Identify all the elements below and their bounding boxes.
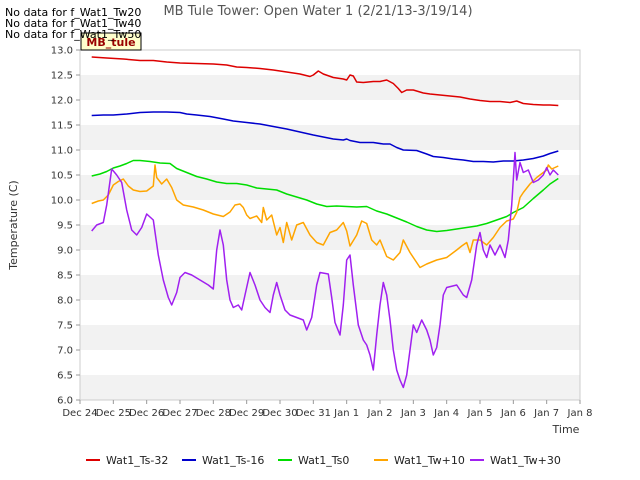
legend-label: Wat1_Ts-16 [202, 454, 265, 467]
no-data-note-3: No data for f_Wat1_Tw50 [5, 28, 142, 41]
legend-swatch [278, 459, 292, 461]
x-tick-label: Jan 5 [467, 408, 493, 419]
y-tick-label: 8.0 [57, 296, 73, 307]
x-tick-label: Dec 27 [162, 408, 197, 419]
series-line-2 [91, 111, 559, 163]
badge-label: MB_tule [86, 36, 135, 49]
grid-band [80, 300, 580, 325]
x-tick-label: Jan 2 [367, 408, 393, 419]
x-tick-label: Dec 30 [262, 408, 297, 419]
x-tick-label: Dec 25 [96, 408, 131, 419]
y-tick-label: 10.5 [51, 171, 73, 182]
x-tick-label: Dec 26 [129, 408, 164, 419]
x-tick-label: Jan 1 [333, 408, 359, 419]
grid-band [80, 200, 580, 225]
series-line-3 [91, 159, 559, 233]
x-tick-label: Jan 3 [400, 408, 426, 419]
y-tick-label: 9.0 [57, 246, 73, 257]
y-tick-label: 6.0 [57, 396, 73, 407]
y-tick-label: 11.0 [51, 146, 73, 157]
legend: Wat1_Ts-32 Wat1_Ts-16 Wat1_Ts0 Wat1_Tw+10 Wa… [0, 454, 640, 468]
legend-item-5: Wat1_Tw+30 [470, 454, 561, 467]
legend-item-1: Wat1_Ts-32 [86, 454, 168, 467]
grid-band [80, 50, 580, 75]
grid-band [80, 375, 580, 400]
series-lines [91, 56, 559, 389]
y-tick-label: 8.5 [57, 271, 73, 282]
x-tick-label: Dec 31 [296, 408, 331, 419]
no-data-note-1: No data for f_Wat1_Tw20 [5, 6, 142, 19]
x-axis-label: Time [552, 423, 580, 436]
legend-swatch [374, 459, 388, 461]
x-tick-label: Dec 28 [196, 408, 231, 419]
series-line-4 [91, 164, 559, 269]
legend-label: Wat1_Ts0 [298, 454, 350, 467]
y-axis-label: Temperature (C) [7, 180, 20, 270]
legend-label: Wat1_Tw+10 [394, 454, 465, 467]
legend-item-4: Wat1_Tw+10 [374, 454, 465, 467]
legend-swatch [470, 459, 484, 461]
y-axis: 6.0 6.5 7.0 7.5 8.0 8.5 9.0 9.5 10.0 10.5 11.0 11.5… [51, 46, 80, 407]
legend-item-2: Wat1_Ts-16 [182, 454, 264, 467]
legend-swatch [182, 459, 196, 461]
x-tick-label: Jan 6 [500, 408, 526, 419]
grid-band [80, 125, 580, 150]
y-tick-label: 11.5 [51, 121, 73, 132]
grid-band [80, 250, 580, 275]
y-tick-label: 13.0 [51, 46, 73, 57]
no-data-note-2: No data for f_Wat1_Tw40 [5, 17, 142, 30]
x-tick-label: Dec 24 [62, 408, 97, 419]
y-tick-label: 12.5 [51, 71, 73, 82]
y-tick-label: 10.0 [51, 196, 73, 207]
y-tick-label: 12.0 [51, 96, 73, 107]
y-tick-label: 6.5 [57, 371, 73, 382]
grid-band [80, 325, 580, 350]
legend-item-3: Wat1_Ts0 [278, 454, 349, 467]
y-tick-label: 9.5 [57, 221, 73, 232]
y-tick-label: 7.5 [57, 321, 73, 332]
y-tick-label: 7.0 [57, 346, 73, 357]
series-line-1 [91, 56, 559, 107]
x-tick-label: Jan 8 [567, 408, 593, 419]
legend-label: Wat1_Ts-32 [106, 454, 169, 467]
x-tick-label: Dec 29 [229, 408, 264, 419]
legend-label: Wat1_Tw+30 [490, 454, 561, 467]
grid-band [80, 75, 580, 100]
series-line-5 [91, 151, 559, 389]
legend-swatch [86, 459, 100, 461]
x-tick-label: Jan 4 [433, 408, 459, 419]
grid-band [80, 350, 580, 375]
grid-band [80, 225, 580, 250]
chart-title: MB Tule Tower: Open Water 1 (2/21/13-3/1… [163, 4, 472, 19]
x-tick-label: Jan 7 [533, 408, 559, 419]
grid-band [80, 175, 580, 200]
badge-box [80, 32, 142, 51]
